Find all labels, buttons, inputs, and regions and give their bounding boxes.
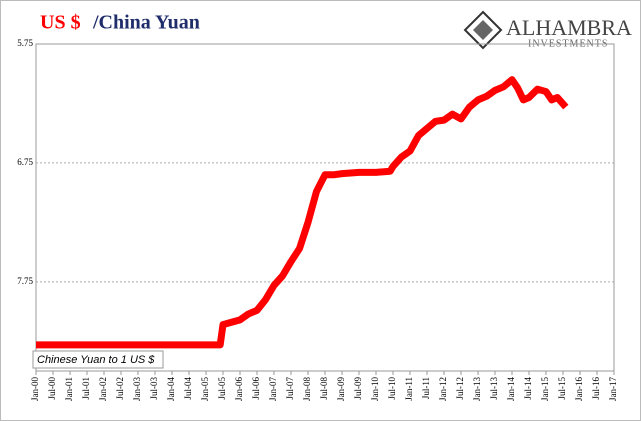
x-tick-label: Jan-02 — [98, 377, 108, 401]
x-tick-label: Jan-14 — [506, 377, 516, 401]
y-tick-label: 7.75 — [17, 276, 33, 286]
x-tick-label: Jan-08 — [302, 377, 312, 401]
x-tick-label: Jan-11 — [404, 377, 414, 401]
logo-inner — [473, 20, 493, 40]
x-tick-label: Jul-14 — [523, 377, 533, 400]
x-tick-label: Jul-00 — [47, 377, 57, 400]
series-line — [36, 76, 569, 349]
y-tick-label: 6.75 — [17, 157, 33, 167]
logo-name: ALHAMBRA — [506, 15, 632, 40]
x-tick-label: Jan-05 — [200, 377, 210, 401]
x-tick-label: Jul-08 — [319, 377, 329, 400]
x-tick-label: Jul-16 — [591, 377, 601, 400]
x-tick-label: Jul-13 — [489, 377, 499, 400]
chart-title-prefix: US $ — [40, 12, 81, 34]
x-tick-label: Jan-17 — [608, 377, 618, 401]
x-tick-label: Jul-06 — [251, 377, 261, 400]
x-tick-label: Jul-12 — [455, 377, 465, 400]
x-tick-label: Jul-05 — [217, 377, 227, 400]
x-tick-label: Jul-09 — [353, 377, 363, 400]
x-tick-label: Jul-04 — [183, 377, 193, 400]
x-tick-label: Jan-13 — [472, 377, 482, 401]
x-tick-label: Jul-10 — [387, 377, 397, 400]
x-tick-label: Jan-12 — [438, 377, 448, 401]
annotation: Chinese Yuan to 1 US $ — [37, 354, 155, 366]
logo-diamond — [463, 10, 503, 50]
x-tick-label: Jul-07 — [285, 377, 295, 400]
x-tick-label: Jan-03 — [132, 377, 142, 401]
x-tick-label: Jan-04 — [166, 377, 176, 401]
x-tick-label: Jan-15 — [540, 377, 550, 401]
annotation-box — [32, 350, 164, 369]
x-tick-label: Jan-01 — [64, 377, 74, 401]
x-tick-label: Jul-11 — [421, 377, 431, 399]
x-tick-label: Jul-02 — [115, 377, 125, 400]
y-tick-label: 5.75 — [17, 38, 33, 48]
x-tick-label: Jul-03 — [149, 377, 159, 400]
x-tick-label: Jan-10 — [370, 377, 380, 401]
x-tick-label: Jan-06 — [234, 377, 244, 401]
x-tick-label: Jan-16 — [574, 377, 584, 401]
x-tick-label: Jul-15 — [557, 377, 567, 400]
x-tick-label: Jan-07 — [268, 377, 278, 401]
x-tick-label: Jan-00 — [30, 377, 40, 401]
x-tick-label: Jul-01 — [81, 377, 91, 400]
x-tick-label: Jan-09 — [336, 377, 346, 401]
chart-title: /China Yuan — [92, 12, 200, 34]
